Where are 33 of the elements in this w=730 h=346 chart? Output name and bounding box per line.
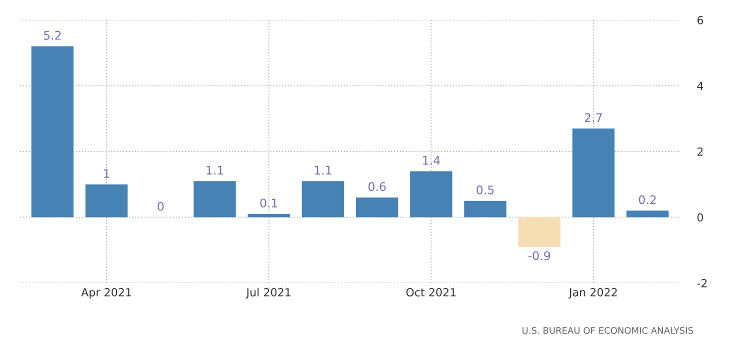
bar [85,184,128,218]
data-label: 0 [158,202,164,211]
bar [302,181,344,218]
bar [356,198,398,218]
data-label: 0.2 [638,195,656,204]
data-label: 5.2 [44,30,61,40]
bar [194,181,236,218]
bar [626,210,669,218]
data-label: 0.5 [476,185,494,194]
y-tick-label: 4 [697,82,704,90]
bar [464,200,506,218]
y-tick-label: 6 [697,16,704,24]
y-tick-label: 2 [697,147,703,156]
bar [248,214,290,218]
bar [410,171,452,218]
y-tick-label: -2 [697,278,707,288]
bar [518,217,560,247]
bar [572,128,615,218]
data-label: 1.4 [423,156,440,165]
data-label: 0.6 [368,182,386,192]
text: U.S. BUREAU OF ECONOMIC ANALYSIS [522,327,693,334]
data-label: 1.1 [314,166,332,174]
bar [31,46,74,218]
data-label: 0.1 [260,198,278,208]
data-label: -0.9 [528,251,550,260]
x-tick-label: Apr 2021 [81,288,132,299]
data-label: 2.7 [584,113,602,122]
y-tick-label: 0 [697,213,703,222]
data-label: 1.1 [206,166,224,174]
x-tick-label: Jul 2021 [246,288,290,299]
x-tick-label: Oct 2021 [406,288,456,296]
data-label: 1 [104,169,110,178]
x-tick-label: Jan 2022 [568,288,617,299]
